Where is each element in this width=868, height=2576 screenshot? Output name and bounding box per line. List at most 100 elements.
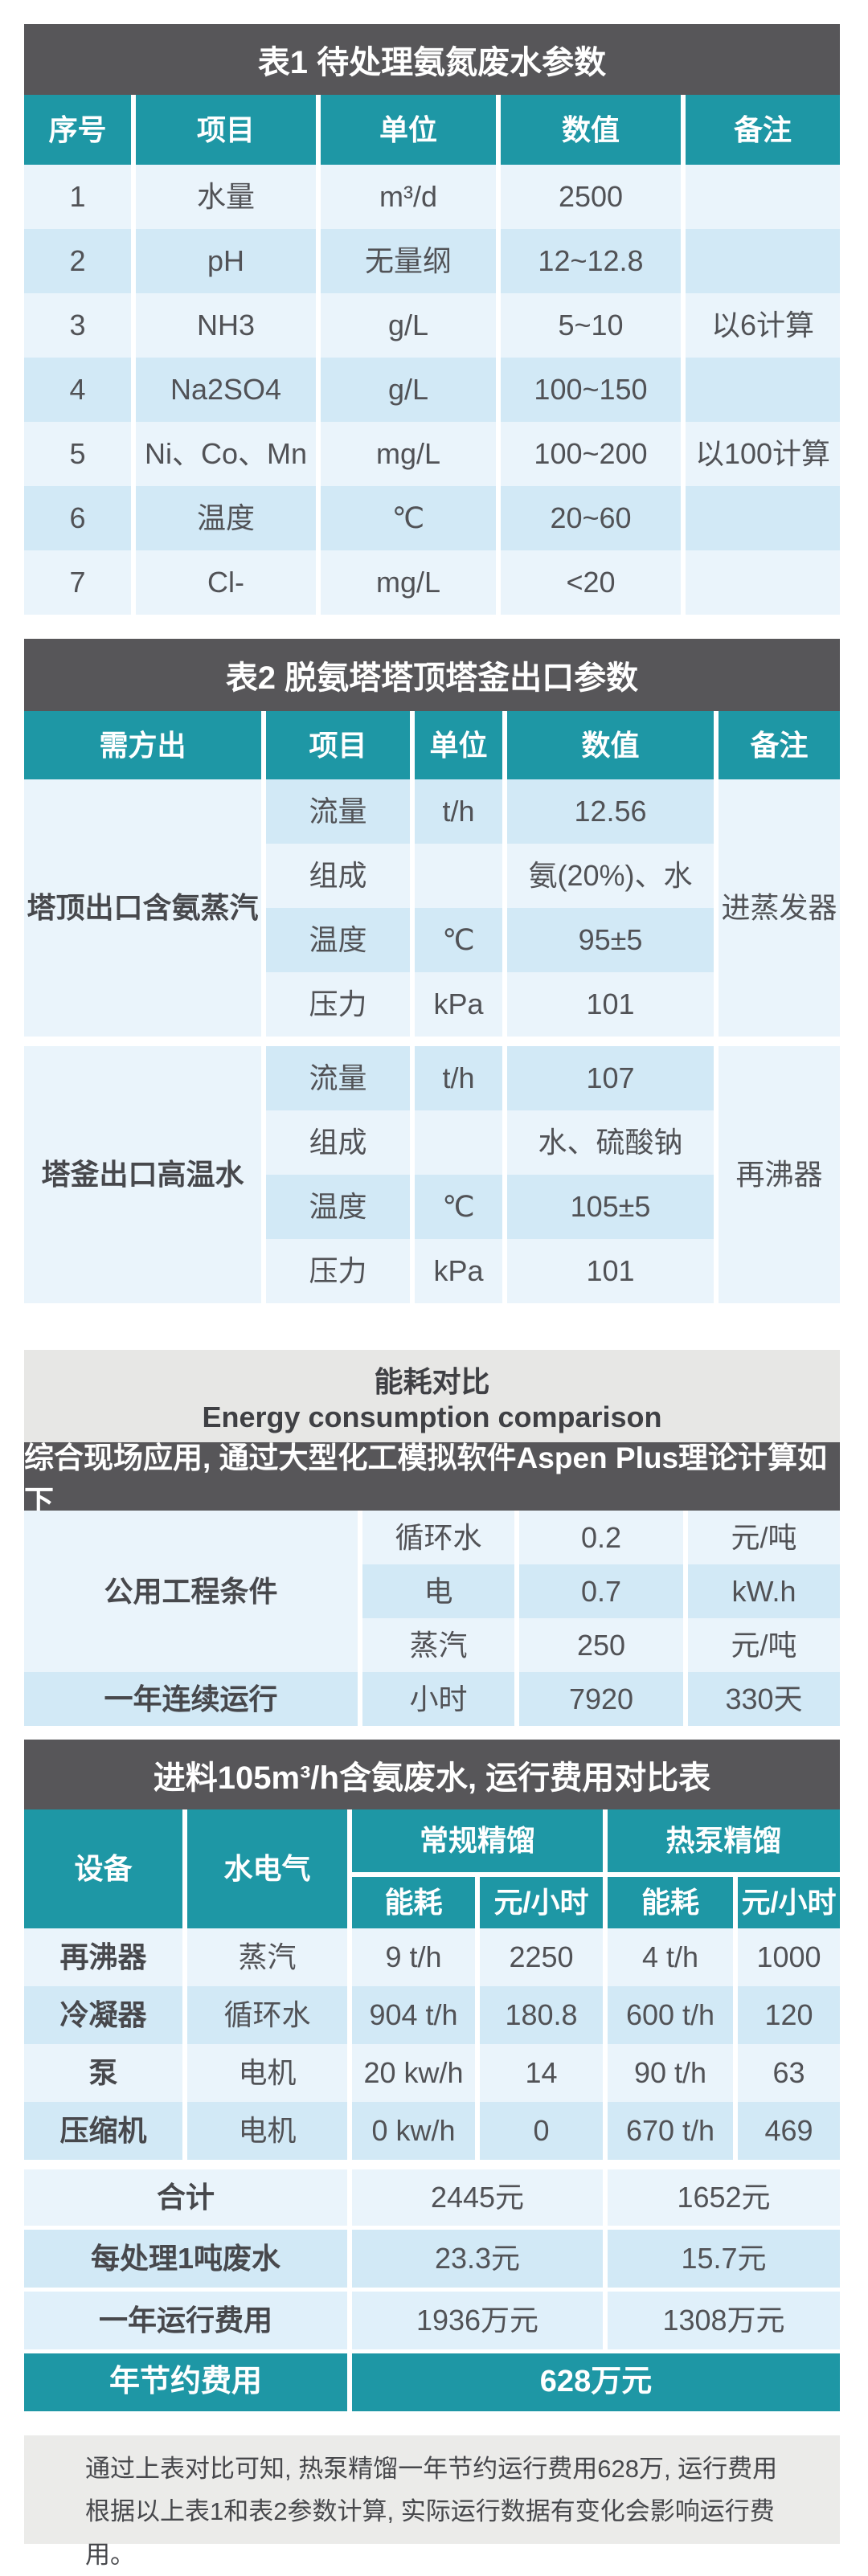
table-cell: 温度 <box>136 486 316 550</box>
table-cell: 120 <box>738 1986 840 2044</box>
table-cell: 元/吨 <box>688 1618 840 1672</box>
table-cell: pH <box>136 229 316 293</box>
energy-section: 能耗对比 Energy consumption comparison 综合现场应… <box>24 1350 840 1726</box>
table-cell: 循环水 <box>362 1511 514 1564</box>
table-cell: kW.h <box>688 1564 840 1618</box>
t2-group-label: 塔顶出口含氨蒸汽 <box>24 779 261 1037</box>
t4-subheader-cost: 元/小时 <box>480 1877 603 1928</box>
table-cell: 600 t/h <box>608 1986 733 2044</box>
t2-group-label: 塔釜出口高温水 <box>24 1046 261 1303</box>
table-cell: 循环水 <box>187 1986 347 2044</box>
energy-title-cn: 能耗对比 <box>374 1364 490 1398</box>
table-cell: 温度 <box>266 1175 410 1239</box>
t1-header-seq: 序号 <box>24 95 131 165</box>
table-cell: 100~200 <box>501 422 681 486</box>
t2-header-unit: 单位 <box>415 711 502 779</box>
energy-title-band: 能耗对比 Energy consumption comparison <box>24 1350 840 1442</box>
spacer <box>0 1303 868 1350</box>
total-row: 每处理1吨废水 23.3元 15.7元 <box>24 2230 840 2288</box>
table-cell: 压力 <box>266 1239 410 1303</box>
table-cell: t/h <box>415 1046 502 1110</box>
table1-title: 表1 待处理氨氮废水参数 <box>24 24 840 95</box>
table-cell: 100~150 <box>501 358 681 422</box>
table-cell: 7 <box>24 550 131 615</box>
table-cell: 0 kw/h <box>352 2102 475 2160</box>
total-value-heat-pump: 1652元 <box>608 2169 840 2226</box>
table-cell: kPa <box>415 1239 502 1303</box>
table-cell: kPa <box>415 972 502 1037</box>
total-value-heat-pump: 15.7元 <box>608 2230 840 2288</box>
table-cell: Na2SO4 <box>136 358 316 422</box>
table-cell: 2250 <box>480 1928 603 1986</box>
table-cell: 以100计算 <box>686 422 840 486</box>
table-cell: 泵 <box>24 2044 182 2102</box>
table-cell: 元/吨 <box>688 1511 840 1564</box>
t1-header-remark: 备注 <box>686 95 840 165</box>
total-row: 合计 2445元 1652元 <box>24 2169 840 2226</box>
t2-group-remark: 再沸器 <box>719 1046 840 1303</box>
table-cell: 1 <box>24 165 131 229</box>
table-cell: m³/d <box>321 165 496 229</box>
top-margin <box>0 0 868 24</box>
t4-header-utility: 水电气 <box>187 1809 347 1928</box>
table1-section: 表1 待处理氨氮废水参数 序号 项目 单位 数值 备注 1 水量 m³/d 25… <box>24 24 840 615</box>
table-cell: 670 t/h <box>608 2102 733 2160</box>
table-cell: Cl- <box>136 550 316 615</box>
total-value-conventional: 23.3元 <box>352 2230 603 2288</box>
table-cell <box>686 229 840 293</box>
table-cell: 180.8 <box>480 1986 603 2044</box>
table4-header: 设备 水电气 常规精馏 热泵精馏 能耗 元/小时 能耗 元/小时 <box>24 1809 840 1928</box>
table-cell: 101 <box>507 972 714 1037</box>
t4-subheader-energy: 能耗 <box>352 1877 475 1928</box>
t3-year-label: 一年连续运行 <box>24 1672 358 1726</box>
table-cell: 2500 <box>501 165 681 229</box>
table-cell: 冷凝器 <box>24 1986 182 2044</box>
table-cell: 0.7 <box>519 1564 683 1618</box>
t2-group-remark: 进蒸发器 <box>719 779 840 1037</box>
spacer <box>0 2411 868 2435</box>
table-cell <box>415 844 502 908</box>
table-cell: 6 <box>24 486 131 550</box>
table-cell: ℃ <box>415 1175 502 1239</box>
table2-title: 表2 脱氨塔塔顶塔釜出口参数 <box>24 639 840 711</box>
table-cell: 水、硫酸钠 <box>507 1110 714 1175</box>
table-cell <box>686 358 840 422</box>
table-cell: 压力 <box>266 972 410 1037</box>
total-value-conventional: 1936万元 <box>352 2292 603 2349</box>
t4-header-device: 设备 <box>24 1809 182 1928</box>
table-cell: 330天 <box>688 1672 840 1726</box>
t2-header-item: 项目 <box>266 711 410 779</box>
saving-label: 年节约费用 <box>24 2353 347 2411</box>
table-cell: 5~10 <box>501 293 681 358</box>
table-cell: 1000 <box>738 1928 840 1986</box>
table-cell: 氨(20%)、水 <box>507 844 714 908</box>
table-cell: 0.2 <box>519 1511 683 1564</box>
table-cell: 压缩机 <box>24 2102 182 2160</box>
table-cell <box>415 1110 502 1175</box>
table-cell: ℃ <box>321 486 496 550</box>
table-cell: mg/L <box>321 550 496 615</box>
t1-header-value: 数值 <box>501 95 681 165</box>
t4-header-heat-pump: 热泵精馏 <box>608 1809 840 1872</box>
table4-body: 再沸器 蒸汽 9 t/h 2250 4 t/h 1000 冷凝器 循环水 904… <box>24 1928 840 2160</box>
table-cell: 904 t/h <box>352 1986 475 2044</box>
table-cell: 5 <box>24 422 131 486</box>
t2-header-value: 数值 <box>507 711 714 779</box>
table-cell: 20~60 <box>501 486 681 550</box>
table-cell: 3 <box>24 293 131 358</box>
table-cell: 107 <box>507 1046 714 1110</box>
table-cell: NH3 <box>136 293 316 358</box>
table-cell: <20 <box>501 550 681 615</box>
t4-header-conventional: 常规精馏 <box>352 1809 603 1872</box>
table-cell: 流量 <box>266 1046 410 1110</box>
table-cell: 101 <box>507 1239 714 1303</box>
saving-value: 628万元 <box>352 2353 840 2411</box>
table-cell: 2 <box>24 229 131 293</box>
t2-header-remark: 备注 <box>719 711 840 779</box>
spacer <box>0 615 868 639</box>
energy-title-en: Energy consumption comparison <box>202 1400 662 1433</box>
table-cell: 250 <box>519 1618 683 1672</box>
table2-section: 表2 脱氨塔塔顶塔釜出口参数 需方出 项目 单位 数值 备注 塔顶出口含氨蒸汽 … <box>24 639 840 1303</box>
table-cell: 14 <box>480 2044 603 2102</box>
table-cell: 20 kw/h <box>352 2044 475 2102</box>
